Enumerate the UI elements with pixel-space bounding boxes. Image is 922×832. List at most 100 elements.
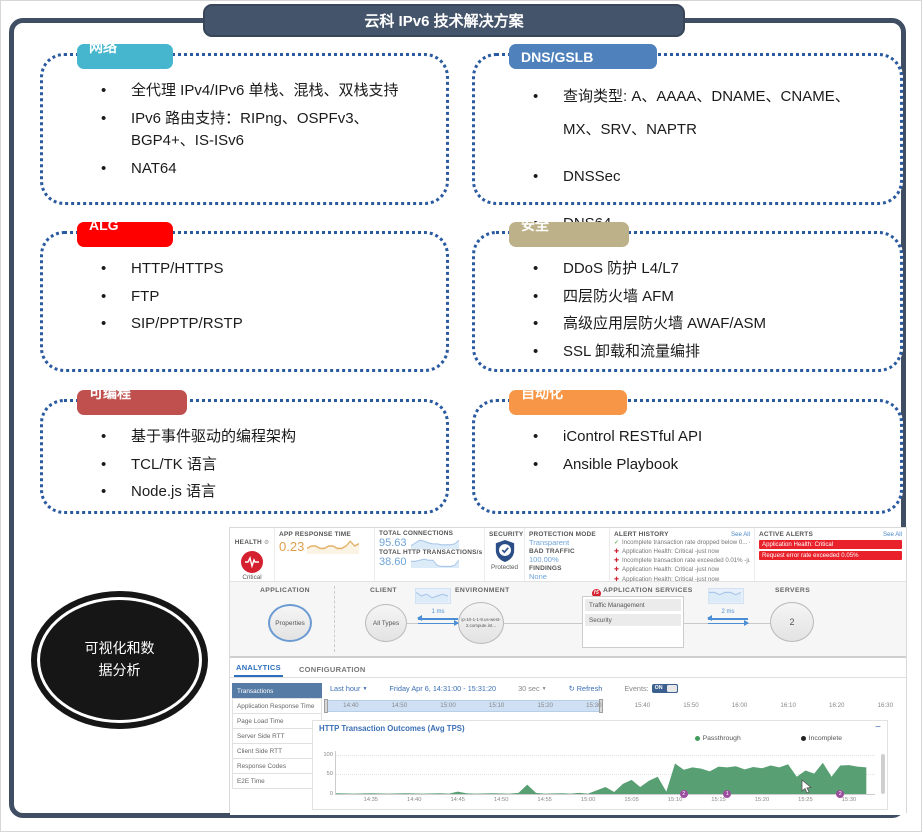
sidebar-item[interactable]: Page Load Time — [232, 713, 322, 728]
server-latency: 2 ms — [721, 609, 735, 615]
client-label: CLIENT — [370, 587, 397, 594]
gear-icon[interactable]: ⚙ — [263, 540, 270, 546]
bullet-item: iControl RESTful API — [533, 426, 882, 449]
bullet-item: 查询类型: A、AAAA、DNAME、CNAME、MX、SRV、NAPTR — [533, 80, 882, 146]
chevron-down-icon: ▼ — [362, 685, 368, 692]
active-alert-banner: Request error rate exceeded 0.05% — [759, 551, 902, 560]
event-marker[interactable]: 2 — [836, 790, 845, 798]
bullet-item: SSL 卸载和流量编排 — [533, 341, 882, 364]
bullet-item: FTP — [101, 286, 428, 309]
right-arrow-icon — [708, 620, 749, 626]
feature-tab-alg: ALG — [77, 222, 173, 247]
sidebar-item[interactable]: Response Codes — [232, 758, 322, 773]
environment-node[interactable]: ip-10-1-1-9.us-west-2.compute.int... — [458, 602, 504, 644]
alert-history-text: Incomplete transaction rate exceeded 0.0… — [622, 557, 750, 565]
sidebar-item[interactable]: E2E Time — [232, 773, 322, 789]
timeline-selection[interactable] — [325, 700, 601, 712]
bullet-item: Ansible Playbook — [533, 454, 882, 477]
app-response-time-stat: APP RESPONSE TIME 0.23 — [275, 528, 375, 581]
bullet-list: iControl RESTful API Ansible Playbook — [475, 426, 882, 476]
y-axis-tick: 100 — [323, 751, 333, 758]
feature-box-programmable: 可编程 基于事件驱动的编程架构 TCL/TK 语言 Node.js 语言 — [40, 390, 449, 514]
active-alerts-see-all-link[interactable]: See All — [883, 531, 902, 538]
bullet-item: HTTP/HTTPS — [101, 258, 428, 281]
timeline-handle-right[interactable] — [599, 699, 603, 713]
refresh-button[interactable]: ↻ Refresh — [568, 683, 603, 693]
analytics-tabs: ANALYTICS CONFIGURATION — [230, 658, 906, 678]
toggle-knob — [666, 684, 677, 692]
x-axis-tick: 15:25 — [798, 797, 813, 803]
y-axis-tick: 50 — [326, 771, 333, 778]
sidebar-item[interactable]: Application Response Time — [232, 698, 322, 713]
bullet-item: 高级应用层防火墙 AWAF/ASM — [533, 313, 882, 336]
event-marker[interactable]: 2 — [679, 790, 688, 798]
security-status: Protected — [491, 564, 518, 571]
alert-history-item: ✚ Application Health: Critical -just now — [614, 547, 750, 556]
gridline-50 — [336, 774, 875, 776]
feature-tab-label: 安全 — [521, 222, 549, 233]
alert-history-item: ✚ Application Health: Critical -just now — [614, 565, 750, 574]
bullet-item: TCL/TK 语言 — [101, 454, 428, 477]
health-pulse-icon — [241, 551, 263, 573]
chevron-down-icon: ▼ — [541, 685, 547, 692]
health-label: HEALTH — [234, 539, 262, 546]
analytics-section: ANALYTICS CONFIGURATION Transactions Appl… — [230, 658, 906, 815]
date-range: Friday Apr 6, 14:31:00 - 15:31:20 — [389, 683, 497, 693]
sidebar-item[interactable]: Transactions — [232, 683, 322, 698]
feature-tab-dns-gslb: DNS/GSLB — [509, 44, 657, 69]
analytics-sidebar: Transactions Application Response Time Pag… — [232, 683, 322, 789]
tab-analytics[interactable]: ANALYTICS — [234, 663, 283, 677]
environment-label: ENVIRONMENT — [455, 587, 510, 594]
alert-history-item: ✚ Application Health: Critical -just now — [614, 575, 750, 584]
scrollbar[interactable] — [881, 754, 885, 795]
collapse-icon[interactable]: − — [875, 722, 881, 733]
timeline-handle-left[interactable] — [324, 699, 328, 713]
timeline-tick: 15:30 — [586, 702, 602, 709]
time-controls: Last hour ▼ Friday Apr 6, 14:31:00 - 15:… — [330, 681, 900, 695]
application-services-label: f5 APPLICATION SERVICES — [592, 587, 693, 598]
alert-history-text: Application Health: Critical -just now — [622, 566, 720, 574]
bullet-list: 查询类型: A、AAAA、DNAME、CNAME、MX、SRV、NAPTR DNS… — [475, 80, 882, 240]
f5-logo-icon: f5 — [592, 588, 601, 598]
events-label: Events: — [624, 683, 649, 693]
active-alert-banner: Application Health: Critical — [759, 540, 902, 549]
alert-status-icon: ✓ — [614, 539, 620, 546]
alert-status-icon: ✚ — [614, 548, 620, 556]
visualization-ellipse: 可视化和数据分析 — [31, 591, 208, 729]
event-marker[interactable]: 1 — [723, 790, 732, 798]
servers-node[interactable]: 2 — [770, 602, 814, 642]
refresh-icon: ↻ — [568, 683, 575, 693]
x-axis-tick: 15:30 — [841, 797, 857, 803]
chart-legend: Passthrough Incomplete — [694, 735, 842, 742]
server-link-sparkline — [708, 588, 744, 604]
env-services-link — [504, 623, 582, 624]
tab-configuration[interactable]: CONFIGURATION — [298, 665, 366, 674]
timeline-tick: 15:20 — [537, 702, 553, 709]
sidebar-item[interactable]: Client Side RTT — [232, 743, 322, 758]
alert-history: ALERT HISTORY See All ✓ Incomplete trans… — [610, 528, 755, 584]
app-response-time-sparkline — [307, 540, 360, 554]
time-range-select[interactable]: Last hour ▼ — [330, 683, 368, 693]
timeline-tick: 15:10 — [488, 702, 505, 709]
service-row[interactable]: Traffic Management — [585, 599, 681, 611]
legend-item: Passthrough — [694, 735, 741, 742]
x-axis-tick: 14:50 — [493, 797, 509, 803]
client-latency: 1 ms — [431, 609, 445, 615]
bullet-item: 四层防火墙 AFM — [533, 286, 882, 309]
client-node[interactable]: All Types — [365, 604, 407, 642]
service-row[interactable]: Security — [585, 614, 681, 626]
x-axis-tick: 15:15 — [711, 797, 726, 803]
alert-history-see-all-link[interactable]: See All — [731, 531, 750, 538]
application-properties-node[interactable]: Properties — [268, 604, 312, 642]
x-axis-tick: 15:10 — [667, 797, 683, 803]
application-label: APPLICATION — [260, 587, 310, 594]
bullet-list: HTTP/HTTPS FTP SIP/PPTP/RSTP — [43, 258, 428, 336]
interval-select[interactable]: 30 sec ▼ — [518, 683, 547, 693]
legend-dot — [800, 736, 806, 741]
servers-label: SERVERS — [775, 587, 811, 594]
events-toggle[interactable]: ON — [651, 683, 678, 693]
timeline-strip[interactable]: 14:40 14:50 15:00 15:10 15:20 15:30 15:40 15:50… — [324, 697, 900, 716]
left-arrow-icon — [707, 616, 748, 621]
sidebar-item[interactable]: Server Side RTT — [232, 728, 322, 743]
